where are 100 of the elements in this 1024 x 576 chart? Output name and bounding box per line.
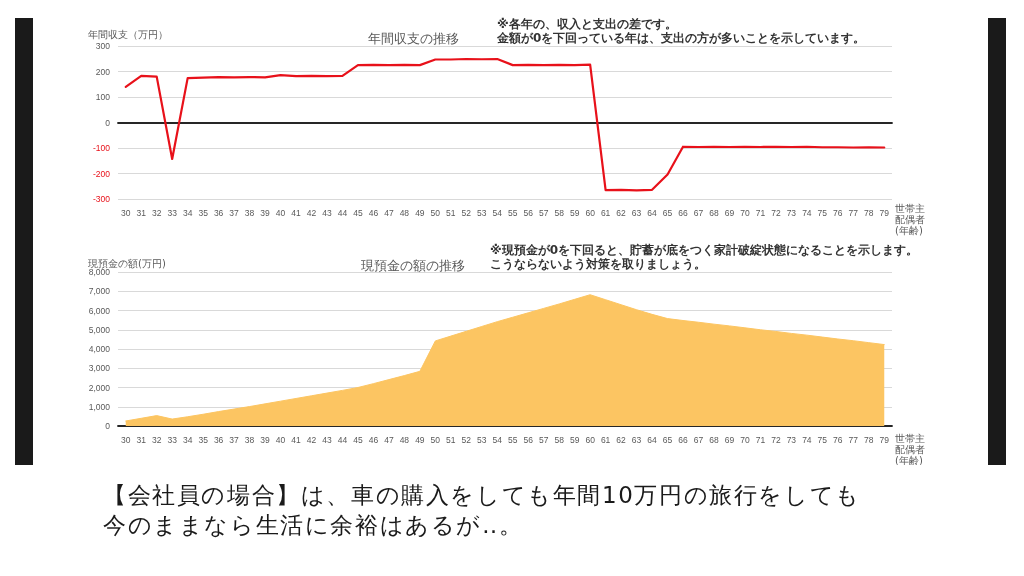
x-tick-label: 44	[337, 434, 348, 445]
x-axis-title: 世帯主配偶者(年齢)	[895, 433, 925, 466]
text: ※各年の、収入と支出の差です。	[497, 17, 677, 31]
x-tick-label: 59	[569, 434, 580, 445]
x-tick-label: 56	[523, 207, 534, 218]
x-tick-label: 76	[833, 207, 843, 218]
x-tick-label: 36	[213, 207, 224, 218]
x-axis-title: 世帯主配偶者(年齢)	[895, 203, 925, 236]
y-tick-label: 100	[95, 92, 111, 102]
x-tick-label: 56	[523, 434, 534, 445]
x-tick-label: 73	[786, 207, 797, 218]
x-tick-label: 54	[492, 207, 503, 218]
y-tick-label: -300	[92, 194, 111, 204]
x-tick-label: 74	[802, 207, 812, 218]
x-tick-label: 77	[848, 434, 859, 445]
y-tick-label: 5,000	[88, 324, 111, 335]
text: こうならないよう対策を取りましょう。	[490, 257, 706, 271]
x-tick-label: 64	[647, 434, 658, 445]
x-tick-label: 32	[151, 207, 162, 218]
x-tick-label: 42	[306, 434, 317, 445]
x-tick-label: 46	[368, 207, 379, 218]
x-tick-label: 75	[817, 207, 828, 218]
x-tick-label: 44	[337, 207, 348, 218]
x-tick-label: 60	[585, 434, 596, 445]
x-tick-label: 37	[229, 207, 240, 218]
x-tick-label: 51	[446, 434, 456, 445]
y-tick-label: -100	[92, 143, 111, 153]
y-tick-label: 4,000	[88, 344, 111, 354]
x-tick-label: 55	[508, 434, 518, 445]
x-tick-label: 31	[136, 434, 147, 445]
text: 今のままなら生活に余裕はあるが‥。	[103, 511, 524, 540]
y-tick-label: 200	[95, 66, 111, 77]
x-tick-label: 75	[817, 434, 828, 445]
text: 金額が0を下回っている年は、支出の方が多いことを示しています。	[496, 31, 866, 45]
x-tick-label: 67	[693, 434, 704, 445]
y-tick-label: 8,000	[88, 267, 111, 277]
x-tick-label: 38	[244, 207, 255, 218]
x-tick-label: 34	[182, 207, 193, 218]
x-tick-label: 33	[167, 207, 178, 218]
chart-title: 現預金の額の推移	[361, 258, 465, 273]
x-tick-label: 51	[446, 207, 456, 218]
x-tick-label: 74	[802, 434, 812, 445]
x-tick-label: 41	[291, 207, 302, 218]
y-tick-label: 1,000	[88, 401, 111, 412]
x-tick-label: 64	[647, 207, 658, 218]
x-tick-label: 34	[182, 434, 193, 445]
x-tick-label: 48	[399, 434, 410, 445]
x-tick-label: 77	[848, 207, 859, 218]
x-tick-label: 52	[461, 207, 472, 218]
y-tick-label: -200	[92, 168, 111, 179]
x-tick-label: 50	[430, 207, 441, 218]
x-tick-label: 63	[631, 207, 642, 218]
x-tick-label: 62	[616, 434, 627, 445]
x-tick-label: 66	[678, 207, 689, 218]
x-tick-label: 73	[786, 434, 797, 445]
x-tick-label: 39	[260, 207, 271, 218]
x-tick-label: 71	[755, 207, 766, 218]
x-tick-label: 37	[229, 434, 240, 445]
y-axis-title: 年間収支（万円）	[88, 28, 168, 40]
y-tick-label: 3,000	[88, 363, 111, 374]
x-tick-label: 78	[864, 207, 874, 218]
x-tick-label: 58	[554, 434, 565, 445]
text: ※現預金が0を下回ると、貯蓄が底をつく家計破綻状態になることを示します。	[490, 243, 919, 257]
x-tick-label: 43	[322, 434, 332, 445]
x-tick-label: 39	[260, 434, 271, 445]
y-tick-label: 7,000	[88, 286, 111, 297]
x-tick-label: 72	[771, 207, 781, 218]
x-tick-label: 30	[121, 207, 131, 218]
y-tick-label: 300	[95, 41, 111, 51]
x-tick-label: 59	[569, 207, 580, 218]
x-tick-label: 43	[322, 207, 332, 218]
x-tick-label: 40	[275, 434, 286, 445]
x-tick-label: 49	[415, 207, 425, 218]
x-tick-label: 78	[864, 434, 874, 445]
x-tick-label: 62	[616, 207, 627, 218]
x-tick-label: 72	[771, 434, 781, 445]
x-tick-label: 57	[538, 207, 549, 218]
x-tick-label: 79	[879, 207, 890, 218]
x-tick-label: 67	[693, 207, 704, 218]
y-tick-label: 2,000	[88, 382, 111, 393]
x-tick-label: 46	[368, 434, 379, 445]
x-tick-label: 76	[833, 434, 843, 445]
x-tick-label: 48	[399, 207, 410, 218]
y-tick-label: 0	[105, 117, 111, 128]
x-tick-label: 31	[136, 207, 147, 218]
x-tick-label: 33	[167, 434, 178, 445]
x-tick-label: 35	[198, 207, 209, 218]
x-tick-label: 57	[538, 434, 549, 445]
x-tick-label: 70	[740, 434, 750, 445]
x-tick-label: 60	[585, 207, 596, 218]
x-tick-label: 79	[879, 434, 890, 445]
y-tick-label: 0	[105, 421, 111, 431]
x-tick-label: 45	[353, 207, 363, 218]
x-tick-label: 65	[662, 207, 673, 218]
x-tick-label: 47	[384, 434, 394, 445]
x-tick-label: 35	[198, 434, 209, 445]
x-tick-label: 53	[477, 207, 487, 218]
x-tick-label: 45	[353, 434, 363, 445]
x-tick-label: 54	[492, 434, 503, 445]
x-tick-label: 41	[291, 434, 302, 445]
